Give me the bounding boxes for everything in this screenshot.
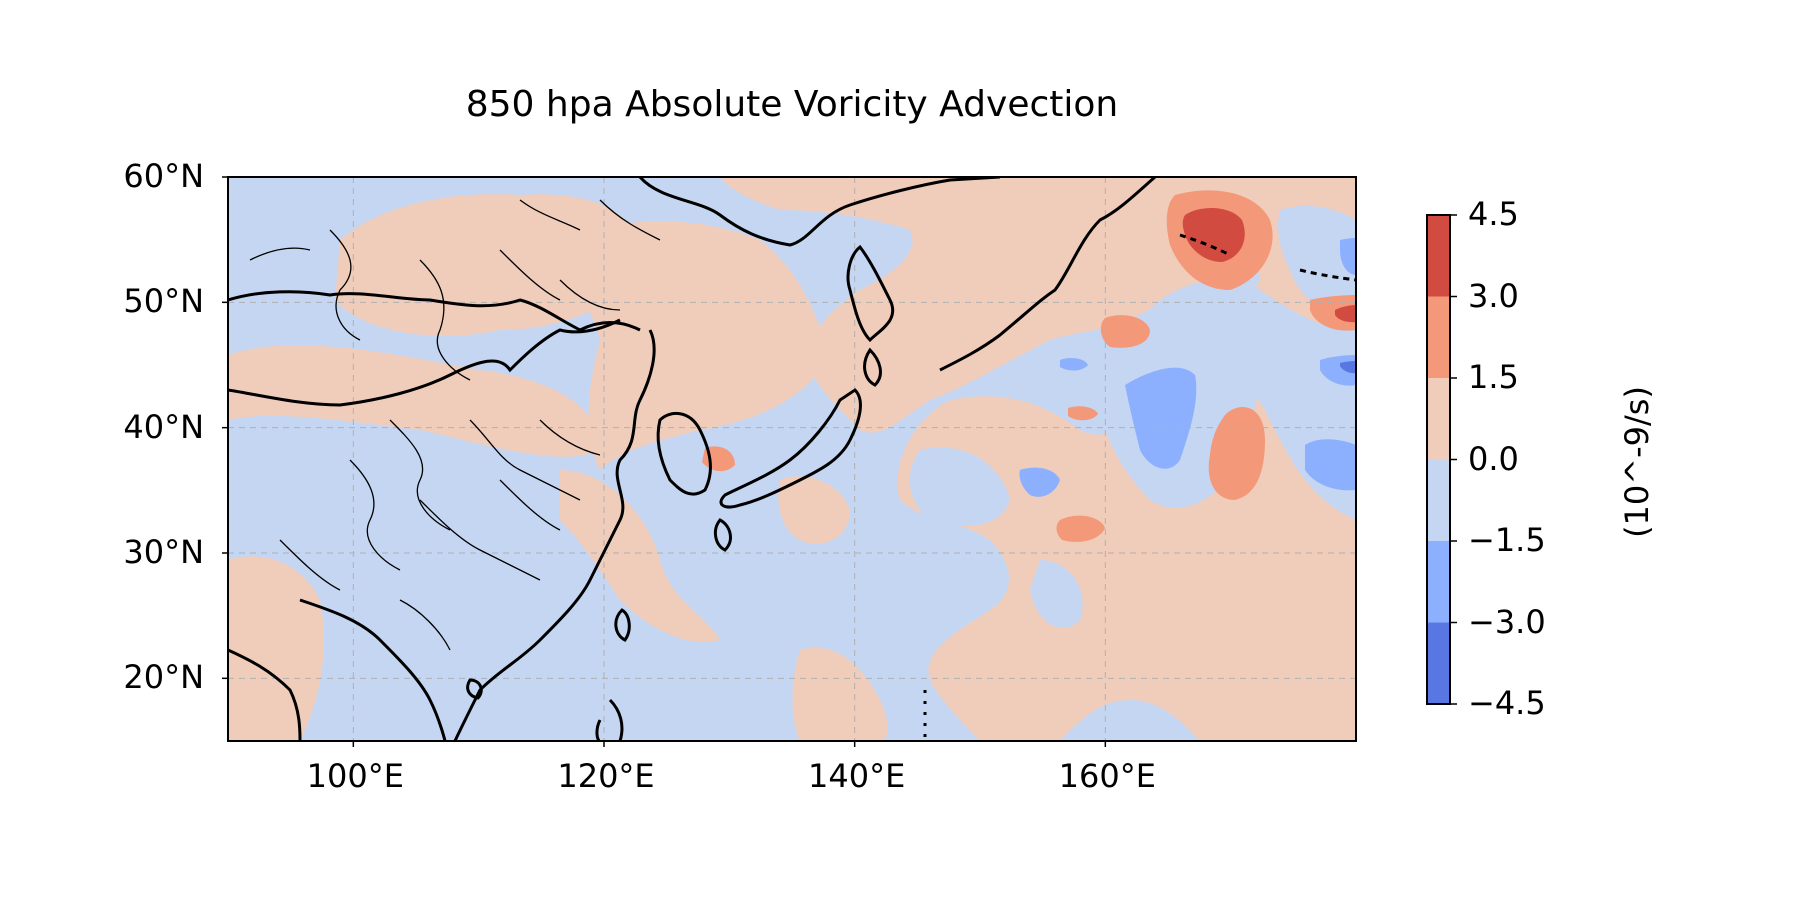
country-borders <box>249 199 661 651</box>
lat-tick-label: 30°N <box>123 533 204 571</box>
coastlines <box>228 177 1356 741</box>
lat-axis <box>222 176 228 680</box>
map-title: 850 hpa Absolute Voricity Advection <box>465 84 1119 125</box>
lat-tick-label: 50°N <box>123 282 204 321</box>
map-frame <box>227 176 1357 742</box>
lat-tick-label: 40°N <box>123 407 204 446</box>
lon-axis <box>352 741 1107 747</box>
colorbar-tick-label: 3.0 <box>1468 276 1519 315</box>
lat-tick-label: 60°N <box>123 157 204 195</box>
lon-tick-label: 120°E <box>557 757 655 795</box>
negative-mid-contours <box>1019 238 1356 497</box>
colorbar-bin <box>1427 296 1450 378</box>
lon-tick-label: 100°E <box>306 757 404 795</box>
colorbar-tick-label: −1.5 <box>1468 521 1546 559</box>
colorbar-bin <box>1427 622 1450 704</box>
vorticity-field <box>228 177 1356 741</box>
lat-tick-label: 20°N <box>123 658 204 697</box>
colorbar-bin <box>1427 378 1450 460</box>
lon-tick-label: 160°E <box>1058 757 1156 795</box>
colorbar-tick-label: −3.0 <box>1468 602 1546 641</box>
colorbar-tick-label: 1.5 <box>1468 358 1519 396</box>
negative-strong-contours <box>1340 361 1356 374</box>
colorbar-tick-label: 0.0 <box>1468 439 1519 478</box>
positive-strong-contours <box>1182 208 1356 323</box>
lon-tick-label: 140°E <box>808 757 906 795</box>
colorbar-label: (10^-9/s) <box>1618 386 1656 538</box>
colorbar-bin <box>1427 459 1450 541</box>
colorbar <box>1426 214 1457 705</box>
colorbar-bin <box>1427 541 1450 623</box>
colorbar-tick-label: 4.5 <box>1468 195 1519 233</box>
colorbar-tick-label: −4.5 <box>1468 684 1546 722</box>
colorbar-bin <box>1427 215 1450 297</box>
